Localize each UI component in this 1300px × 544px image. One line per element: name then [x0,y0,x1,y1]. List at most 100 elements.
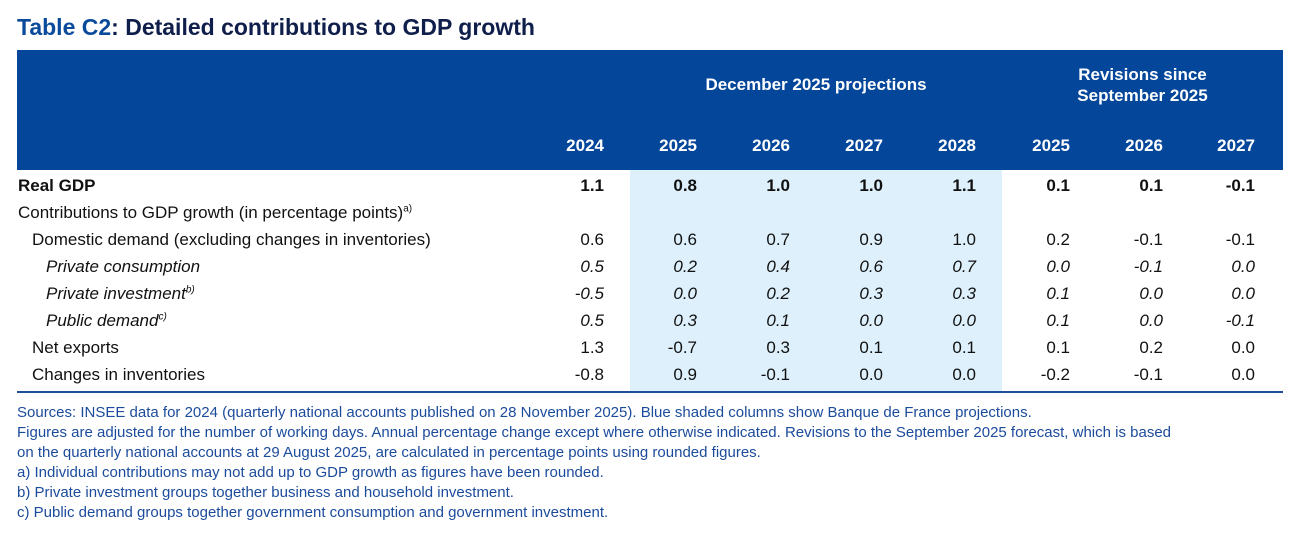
cell-value: 0.1 [766,311,790,330]
footnotes: Sources: INSEE data for 2024 (quarterly … [17,403,1171,523]
cell-value: -0.1 [1225,311,1255,330]
row-label-text: Contributions to GDP growth (in percenta… [18,203,404,222]
cell-value: 0.0 [1139,284,1163,303]
cell-value: 0.7 [952,257,976,276]
revisions-line2: September 2025 [1077,86,1208,105]
cell-value: 0.4 [766,257,790,276]
table-row: Domestic demand (excluding changes in in… [17,226,1283,253]
column-header-year: 2026 [1125,136,1163,155]
column-header-year: 2026 [752,136,790,155]
footnote-line: b) Private investment groups together bu… [17,484,514,501]
cell-value: 0.5 [580,311,604,330]
projection-shading [630,170,1002,392]
cell-value: 0.1 [1046,284,1070,303]
cell-value: 0.9 [859,230,883,249]
cell-value: -0.1 [1133,365,1163,384]
cell-value: 0.0 [1046,257,1070,276]
cell-value: 0.0 [859,365,883,384]
cell-value: 0.0 [1231,257,1255,276]
column-header-year: 2024 [566,136,604,155]
cell-value: 0.1 [1046,176,1070,195]
cell-value: 0.0 [1231,284,1255,303]
cell-value: 0.3 [673,311,697,330]
row-label: Public demandc) [46,311,167,331]
cell-value: 0.7 [766,230,790,249]
cell-value: 0.0 [1231,338,1255,357]
table-row: Net exports 1.3 -0.7 0.3 0.1 0.1 0.1 0.2 0.0 [17,334,1283,361]
row-label-text: Private consumption [46,257,201,276]
cell-value: 0.3 [859,284,883,303]
cell-value: 0.8 [673,176,697,195]
row-label-text: Changes in inventories [32,365,205,384]
cell-value: 1.1 [580,176,604,195]
cell-value: 0.5 [580,257,604,276]
table-row: Real GDP 1.1 0.8 1.0 1.0 1.1 0.1 0.1 -0.1 [17,172,1283,199]
cell-value: 0.0 [1139,311,1163,330]
cell-value: 1.0 [859,176,883,195]
cell-value: -0.7 [667,338,697,357]
cell-value: 0.3 [952,284,976,303]
cell-value: -0.1 [1133,257,1163,276]
row-label: Private consumption [46,257,200,277]
cell-value: 1.0 [766,176,790,195]
table-number: Table C2 [17,14,112,40]
cell-value: 0.0 [952,311,976,330]
column-header-year: 2027 [845,136,883,155]
footnote-line: Figures are adjusted for the number of w… [17,424,1172,441]
cell-value: 0.0 [673,284,697,303]
cell-value: 0.1 [1046,338,1070,357]
table-row: Contributions to GDP growth (in percenta… [17,199,1283,226]
footnote-marker: b) [185,284,195,296]
table-bottom-rule [17,391,1283,393]
cell-value: 0.1 [1139,176,1163,195]
header-group-projections: December 2025 projections [705,75,927,94]
cell-value: -0.1 [1133,230,1163,249]
footnote-marker: a) [403,203,413,215]
row-label-text: Private investment [46,284,186,303]
cell-value: 0.0 [1231,365,1255,384]
row-label: Net exports [32,338,119,358]
row-label-text: Domestic demand (excluding changes in in… [32,230,431,249]
table-title-text: : Detailed contributions to GDP growth [111,14,535,40]
cell-value: 0.2 [1139,338,1163,357]
column-header-year: 2025 [659,136,697,155]
cell-value: -0.1 [1225,176,1255,195]
column-header-year: 2025 [1032,136,1070,155]
cell-value: 1.3 [580,338,604,357]
cell-value: 0.1 [1046,311,1070,330]
table-header: December 2025 projections Revisions sinc… [17,50,1283,170]
table-row: Private consumption 0.5 0.2 0.4 0.6 0.7 0.0 -0.… [17,253,1283,280]
cell-value: -0.5 [574,284,604,303]
cell-value: 0.3 [766,338,790,357]
row-label: Changes in inventories [32,365,205,385]
cell-value: 0.2 [673,257,697,276]
table-row: Private investmentb) -0.5 0.0 0.2 0.3 0.3 0.1 0… [17,280,1283,307]
cell-value: 0.0 [859,311,883,330]
row-label: Domestic demand (excluding changes in in… [32,230,431,250]
column-header-year: 2028 [938,136,976,155]
row-label: Contributions to GDP growth (in percenta… [18,203,412,223]
header-group-revisions: Revisions since September 2025 [1002,64,1283,106]
table-title: Table C2: Detailed contributions to GDP … [17,14,535,41]
row-label-text: Real GDP [18,176,96,195]
row-label: Private investmentb) [46,284,195,304]
cell-value: 0.0 [952,365,976,384]
cell-value: -0.1 [760,365,790,384]
footnote-marker: c) [158,311,167,323]
cell-value: 0.9 [673,365,697,384]
revisions-line1: Revisions since [1078,65,1207,84]
row-label-text: Net exports [32,338,119,357]
cell-value: -0.8 [574,365,604,384]
cell-value: 0.6 [859,257,883,276]
cell-value: 0.1 [859,338,883,357]
cell-value: 0.2 [1046,230,1070,249]
row-label: Real GDP [18,176,95,196]
cell-value: -0.2 [1040,365,1070,384]
row-label-text: Public demand [46,311,159,330]
footnote-line: Sources: INSEE data for 2024 (quarterly … [17,404,1032,421]
cell-value: 0.2 [766,284,790,303]
footnote-line: a) Individual contributions may not add … [17,464,604,481]
footnote-line: on the quarterly national accounts at 29… [17,444,761,461]
cell-value: -0.1 [1225,230,1255,249]
cell-value: 0.6 [580,230,604,249]
